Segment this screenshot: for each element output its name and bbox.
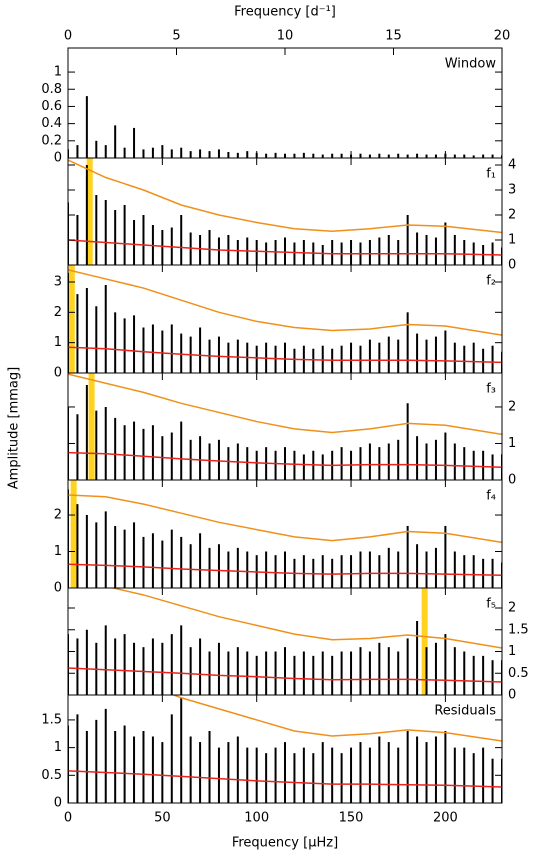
y-axis-title: Amplitude [mmag] [7,367,22,489]
y-tick-label: 1 [54,544,62,559]
y-tick-label: 3 [508,183,516,198]
noise-curve [68,451,502,468]
bottom-tick-label: 150 [339,811,364,826]
panel-plot [68,158,502,265]
bottom-tick-label: 200 [433,811,458,826]
y-tick-label: 0 [54,581,62,596]
top-tick-label: 10 [277,29,294,44]
bottom-tick-label: 50 [154,811,171,826]
y-tick-label: 0 [54,151,62,166]
y-tick-label: 0 [508,473,516,488]
highlight [68,265,75,373]
panel-label: f₃ [486,382,496,397]
y-tick-label: 0.5 [41,768,62,783]
y-tick-label: 0.2 [41,133,62,148]
significance-curve [68,373,502,436]
bottom-axis-title: Frequency [μHz] [232,836,338,851]
y-tick-label: 0.8 [41,82,62,97]
y-tick-label: 1.5 [41,712,62,727]
y-tick-label: 0.6 [41,99,62,114]
significance-curve [68,494,502,544]
panel-plot [68,480,502,588]
highlight [70,480,77,588]
y-tick-label: 2 [508,601,516,616]
y-tick-label: 1 [54,335,62,350]
panel-label: f₁ [486,167,496,182]
panel-label: f₂ [486,274,496,289]
panel-plot [68,588,502,695]
noise-curve [68,346,502,364]
highlight [421,588,428,695]
significance-curve [68,159,502,234]
y-tick-label: 1.5 [508,622,529,637]
top-tick-label: 0 [64,29,72,44]
noise-curve [68,770,502,788]
y-tick-label: 2 [54,305,62,320]
y-tick-label: 2 [508,208,516,223]
top-tick-label: 20 [494,29,511,44]
y-tick-label: 1 [508,644,516,659]
y-tick-label: 4 [508,158,516,173]
bottom-tick-label: 100 [244,811,269,826]
panel-plot [68,695,502,803]
noise-curve [68,667,502,683]
panel-label: f₅ [486,597,496,612]
significance-curve [68,269,502,336]
panel-plot [68,96,502,158]
highlight [88,373,95,480]
y-tick-label: 1 [54,740,62,755]
bottom-tick-label: 0 [64,811,72,826]
y-tick-label: 0 [54,366,62,381]
panel-label: Residuals [434,704,496,719]
y-tick-label: 1 [508,233,516,248]
top-tick-label: 5 [172,29,180,44]
y-tick-label: 0 [508,258,516,273]
panel-label: f₄ [486,489,496,504]
y-tick-label: 0.5 [508,666,529,681]
top-tick-label: 15 [385,29,402,44]
noise-curve [68,239,502,256]
y-tick-label: 0 [54,796,62,811]
top-axis-title: Frequency [d⁻¹] [234,5,336,20]
y-tick-label: 1 [508,436,516,451]
y-tick-label: 1 [54,65,62,80]
y-tick-label: 2 [508,399,516,414]
y-tick-label: 3 [54,274,62,289]
panel-plot [68,373,502,480]
noise-curve [68,563,502,576]
significance-curve [109,588,502,649]
y-tick-label: 2 [54,508,62,523]
panel-frame [67,694,503,804]
panel-plot [68,265,502,373]
y-tick-label: 0.4 [41,116,62,131]
significance-curve [171,695,502,742]
y-tick-label: 0 [508,688,516,703]
panel-label: Window [445,57,497,72]
highlight [86,158,93,265]
